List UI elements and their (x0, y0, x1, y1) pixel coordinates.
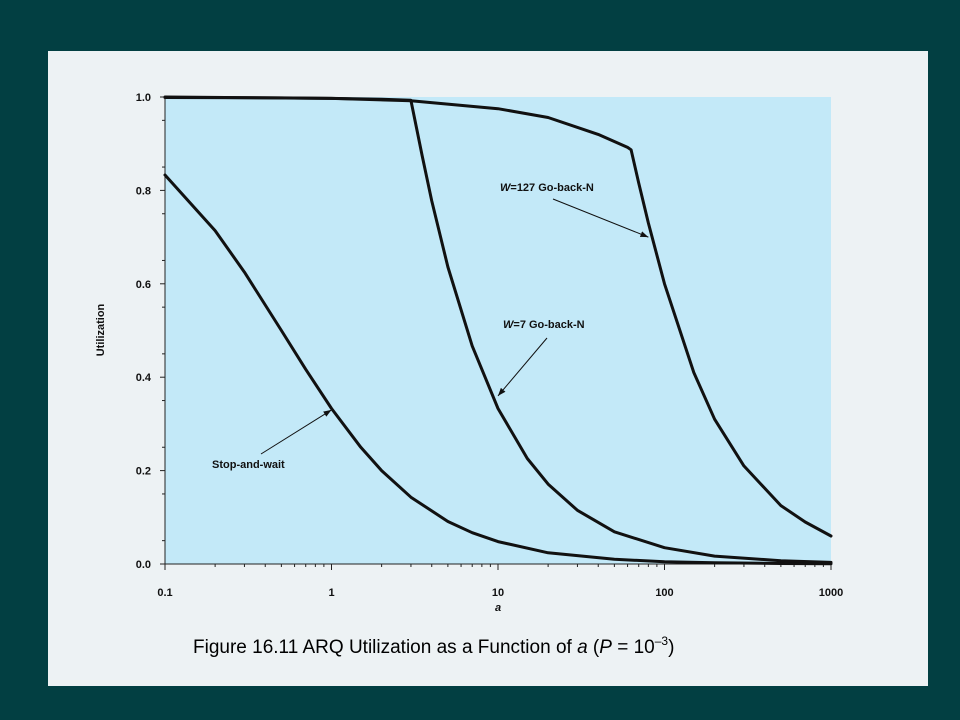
caption-prefix: Figure 16.11 ARQ Utilization as a Functi… (193, 637, 577, 658)
x-tick-label: 1 (328, 587, 334, 599)
caption-var-a: a (577, 637, 588, 658)
plot-area (165, 97, 831, 564)
y-tick-label: 0.4 (136, 372, 152, 384)
annotation-text: =7 Go-back-N (513, 319, 584, 331)
annotation-label: W=127 Go-back-N (500, 182, 594, 194)
annotations: W=127 Go-back-NW=7 Go-back-NStop-and-wai… (212, 182, 649, 471)
caption-exponent: –3 (655, 634, 669, 648)
annotation-text: =127 Go-back-N (510, 182, 594, 194)
y-tick-label: 0.2 (136, 466, 151, 478)
annotation-text: Stop-and-wait (212, 459, 285, 471)
y-tick-label: 0.6 (136, 279, 151, 291)
annotation-label: W=7 Go-back-N (503, 319, 585, 331)
figure-caption: Figure 16.11 ARQ Utilization as a Functi… (193, 634, 674, 658)
y-tick-label: 0.0 (136, 559, 151, 571)
x-tick-label: 1000 (819, 587, 843, 599)
annotation-label: Stop-and-wait (212, 459, 285, 471)
annotation-arrow (497, 337, 548, 397)
annotation-italic: W (500, 182, 512, 194)
caption-equals: = 10 (612, 637, 655, 658)
x-tick-label: 100 (655, 587, 673, 599)
series-lines (163, 95, 833, 566)
y-tick-label: 0.8 (136, 185, 151, 197)
y-axis-title: Utilization (95, 303, 107, 356)
caption-open-paren: ( (588, 637, 600, 658)
annotation-italic: W (503, 319, 515, 331)
series-line-2 (163, 95, 833, 538)
annotation-arrow (552, 198, 649, 238)
x-axis-title: a (495, 602, 501, 614)
caption-var-p: P (599, 637, 612, 658)
series-line-0 (163, 173, 833, 566)
x-tick-label: 0.1 (157, 587, 172, 599)
x-tick-label: 10 (492, 587, 504, 599)
y-tick-label: 1.0 (136, 92, 151, 104)
annotation-arrow (260, 409, 332, 455)
caption-close-paren: ) (668, 637, 674, 658)
